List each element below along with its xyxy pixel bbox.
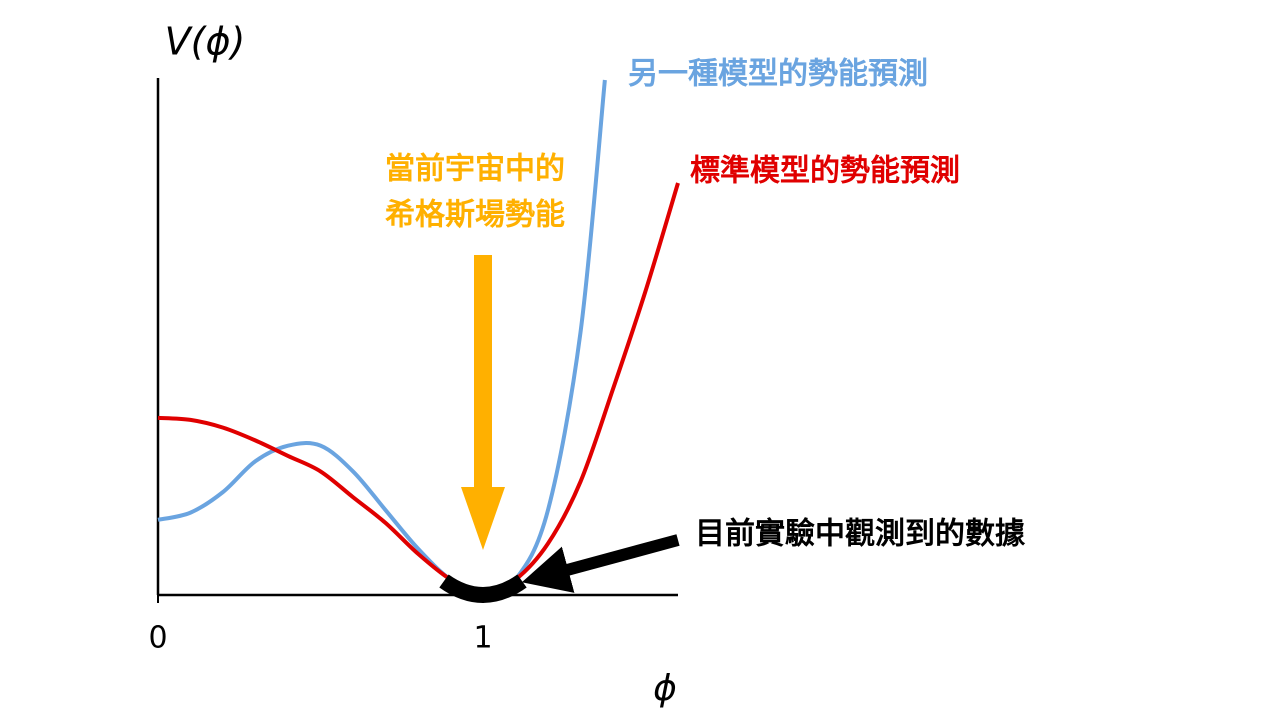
series-label: 標準模型的勢能預測 (690, 154, 960, 189)
arrow-shaft (474, 255, 492, 490)
x-tick-label: 0 (148, 621, 167, 656)
series-line (157, 182, 680, 598)
y-axis-label: V(ϕ) (165, 20, 246, 64)
series-label: 另一種模型的勢能預測 (628, 57, 928, 92)
x-axis-label: ϕ (653, 668, 677, 709)
x-tick-label: 1 (473, 621, 492, 656)
arrow-head (461, 487, 505, 550)
pointer-arrow (521, 534, 680, 593)
series-line (157, 79, 607, 598)
annotation-line: 當前宇宙中的 (385, 152, 565, 187)
annotation: 目前實驗中觀測到的數據 (695, 517, 1026, 552)
observed-band (439, 574, 527, 603)
annotation-line: 希格斯場勢能 (385, 198, 565, 233)
